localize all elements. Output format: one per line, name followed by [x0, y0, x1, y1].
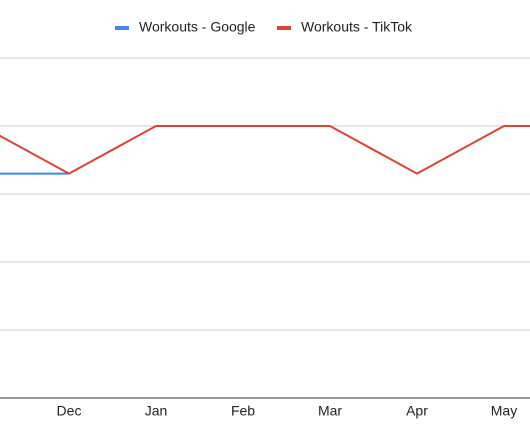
- x-tick-label: Mar: [318, 403, 342, 419]
- x-tick-label: Dec: [57, 403, 82, 419]
- x-tick-label: Apr: [406, 403, 428, 419]
- legend-label: Workouts - TikTok: [301, 19, 413, 35]
- x-tick-label: May: [491, 403, 517, 419]
- legend-label: Workouts - Google: [139, 19, 256, 35]
- x-tick-label: Jan: [145, 403, 168, 419]
- series-line: [0, 125, 530, 175]
- x-tick-label: Feb: [231, 403, 255, 419]
